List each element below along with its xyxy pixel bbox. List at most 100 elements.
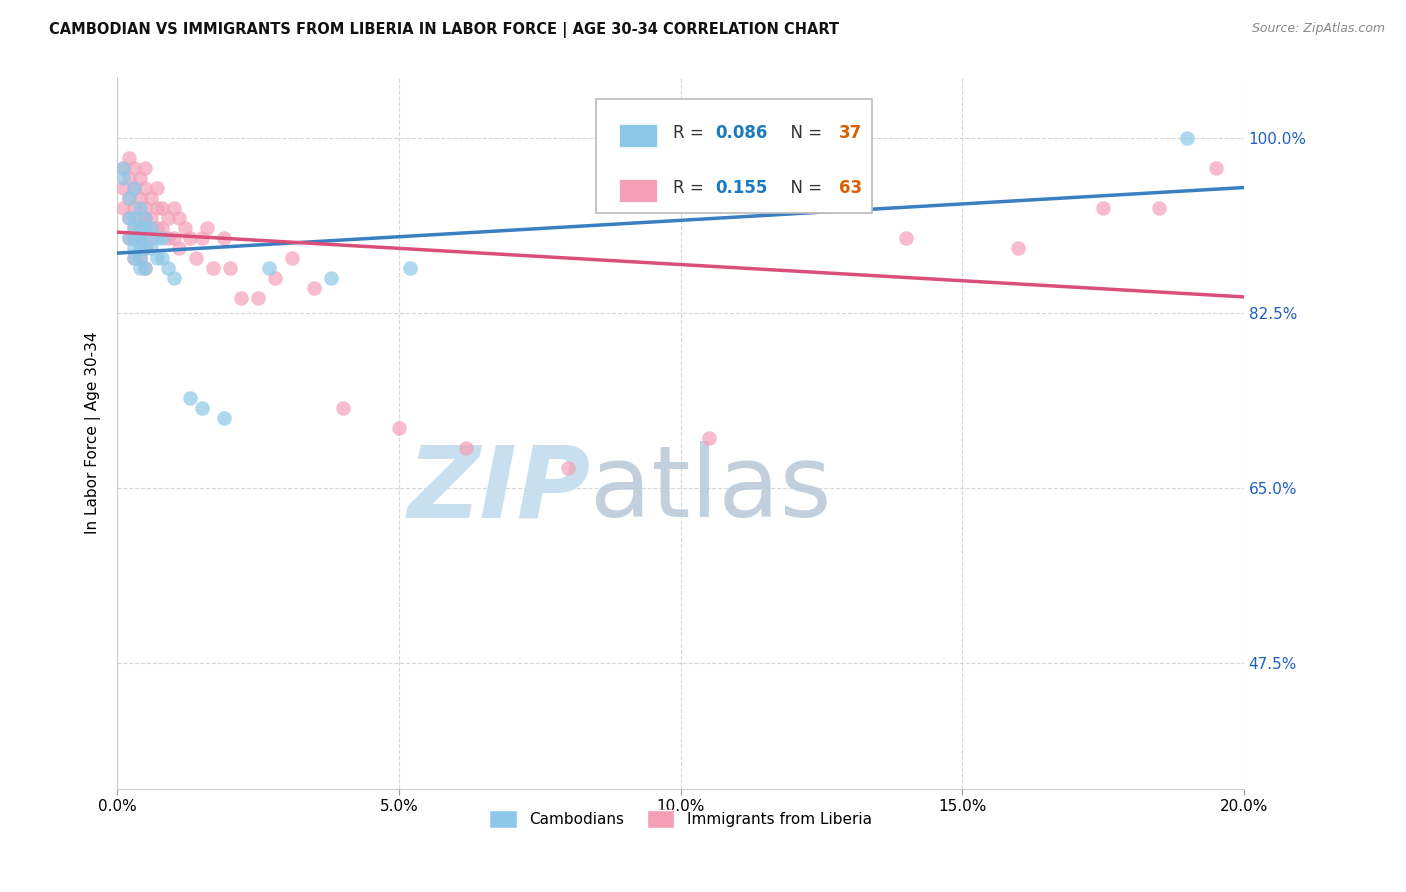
Point: [117, 230, 139, 244]
Point: [122, 180, 145, 194]
FancyBboxPatch shape: [619, 179, 657, 202]
Point: [1091, 201, 1114, 215]
Point: [111, 161, 134, 175]
Point: [134, 220, 156, 235]
Point: [388, 421, 411, 435]
Point: [134, 241, 156, 255]
Point: [139, 220, 162, 235]
Point: [117, 191, 139, 205]
Point: [117, 211, 139, 225]
Point: [111, 201, 134, 215]
Point: [456, 441, 478, 455]
Point: [1177, 130, 1199, 145]
Point: [128, 211, 150, 225]
Point: [111, 180, 134, 194]
Point: [1149, 201, 1171, 215]
Point: [156, 260, 179, 275]
Point: [697, 431, 720, 445]
Point: [184, 251, 207, 265]
Point: [1007, 241, 1029, 255]
Text: 0.086: 0.086: [716, 124, 768, 142]
Point: [197, 220, 219, 235]
Point: [122, 180, 145, 194]
Text: N =: N =: [780, 124, 827, 142]
Point: [162, 201, 184, 215]
Point: [122, 251, 145, 265]
Point: [111, 170, 134, 185]
Text: N =: N =: [780, 178, 827, 196]
Text: ZIP: ZIP: [408, 442, 591, 539]
Point: [179, 391, 201, 405]
Point: [150, 230, 173, 244]
Point: [145, 220, 167, 235]
Point: [139, 191, 162, 205]
Point: [117, 230, 139, 244]
Point: [145, 251, 167, 265]
Point: [117, 191, 139, 205]
Text: R =: R =: [672, 178, 714, 196]
Point: [214, 411, 236, 425]
Point: [1205, 161, 1227, 175]
Point: [231, 291, 253, 305]
Point: [281, 251, 304, 265]
Point: [156, 230, 179, 244]
FancyBboxPatch shape: [619, 124, 657, 147]
Point: [219, 260, 242, 275]
Point: [139, 211, 162, 225]
Text: 63: 63: [839, 178, 862, 196]
Point: [128, 230, 150, 244]
Point: [264, 270, 287, 285]
Text: 0.155: 0.155: [716, 178, 768, 196]
Point: [128, 191, 150, 205]
Point: [122, 230, 145, 244]
Point: [145, 201, 167, 215]
Point: [128, 230, 150, 244]
Point: [162, 230, 184, 244]
Point: [247, 291, 270, 305]
Point: [122, 161, 145, 175]
Point: [304, 281, 326, 295]
Point: [128, 201, 150, 215]
Point: [214, 230, 236, 244]
Point: [156, 211, 179, 225]
Point: [190, 230, 212, 244]
Point: [128, 170, 150, 185]
Text: atlas: atlas: [591, 442, 832, 539]
Point: [134, 161, 156, 175]
Point: [321, 270, 343, 285]
Point: [202, 260, 225, 275]
Point: [134, 220, 156, 235]
Point: [111, 161, 134, 175]
Point: [134, 241, 156, 255]
Point: [332, 401, 354, 415]
Y-axis label: In Labor Force | Age 30-34: In Labor Force | Age 30-34: [86, 332, 101, 534]
Point: [167, 211, 190, 225]
Point: [134, 180, 156, 194]
Point: [145, 180, 167, 194]
Point: [117, 151, 139, 165]
Point: [128, 241, 150, 255]
Text: CAMBODIAN VS IMMIGRANTS FROM LIBERIA IN LABOR FORCE | AGE 30-34 CORRELATION CHAR: CAMBODIAN VS IMMIGRANTS FROM LIBERIA IN …: [49, 22, 839, 38]
Point: [134, 211, 156, 225]
Point: [145, 230, 167, 244]
Point: [117, 211, 139, 225]
Point: [134, 211, 156, 225]
Point: [128, 260, 150, 275]
Point: [150, 201, 173, 215]
Text: R =: R =: [672, 124, 709, 142]
Text: 37: 37: [839, 124, 863, 142]
Point: [150, 220, 173, 235]
Point: [557, 461, 579, 475]
Point: [122, 201, 145, 215]
Point: [139, 241, 162, 255]
Point: [150, 251, 173, 265]
Point: [128, 251, 150, 265]
Point: [139, 230, 162, 244]
Point: [128, 251, 150, 265]
Point: [162, 270, 184, 285]
Point: [179, 230, 201, 244]
Point: [122, 251, 145, 265]
Legend: Cambodians, Immigrants from Liberia: Cambodians, Immigrants from Liberia: [484, 805, 877, 834]
Point: [134, 260, 156, 275]
Point: [399, 260, 422, 275]
